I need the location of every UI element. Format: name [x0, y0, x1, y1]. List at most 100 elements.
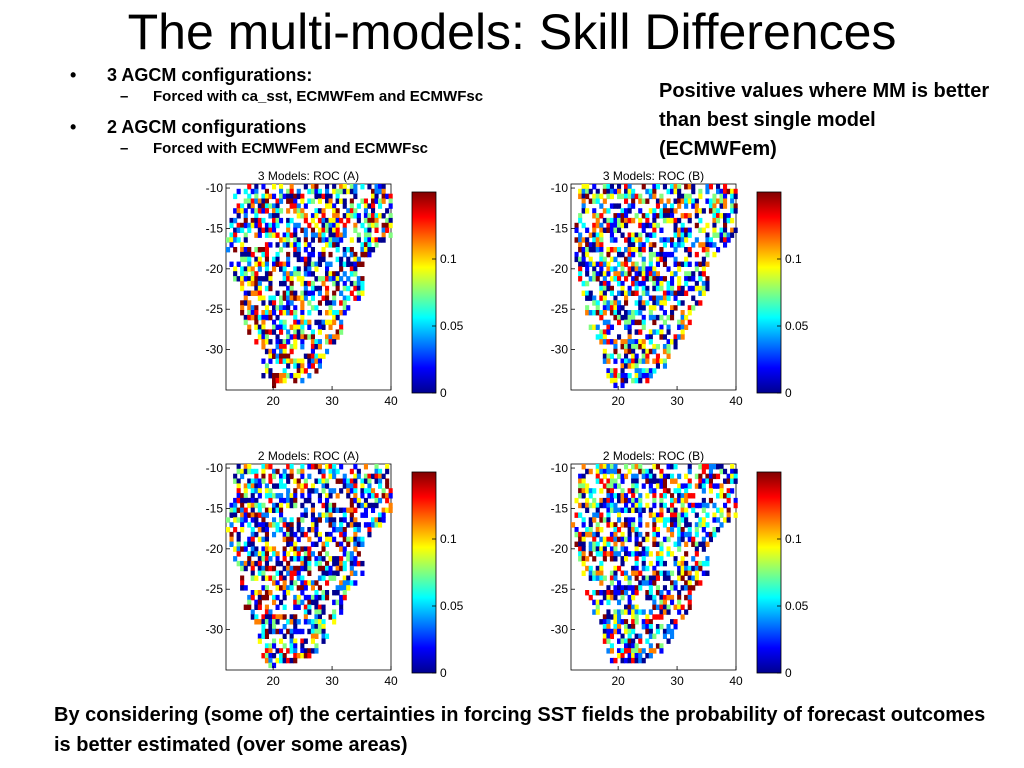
skill-cell: [307, 580, 312, 586]
skill-cell: [317, 609, 322, 615]
skill-cell: [371, 198, 376, 204]
skill-cell: [652, 344, 657, 350]
skill-cell: [648, 373, 653, 379]
skill-cell: [353, 478, 358, 484]
skill-cell: [268, 648, 273, 654]
skill-cell: [641, 290, 646, 296]
skill-cell: [677, 517, 682, 523]
skill-cell: [328, 276, 333, 282]
skill-cell: [282, 276, 287, 282]
skill-cell: [314, 531, 319, 538]
skill-cell: [726, 473, 731, 480]
skill-cell: [332, 203, 337, 209]
skill-cell: [620, 344, 625, 350]
skill-cell: [317, 217, 322, 224]
skill-cell: [634, 290, 639, 296]
skill-cell: [321, 247, 326, 253]
skill-cell: [585, 280, 590, 287]
chart-title: 3 Models: ROC (A): [258, 169, 359, 183]
skill-cell: [332, 188, 337, 195]
skill-cell: [631, 339, 636, 345]
skill-cell: [261, 310, 266, 316]
skill-cell: [332, 222, 337, 229]
skill-cell: [254, 619, 259, 625]
skill-cell: [652, 271, 657, 277]
skill-cell: [293, 565, 298, 572]
skill-cell: [293, 324, 298, 330]
skill-cell: [275, 324, 280, 330]
skill-cell: [240, 271, 245, 277]
skill-cell: [257, 329, 262, 335]
skill-cell: [691, 585, 696, 591]
skill-cell: [328, 339, 333, 345]
skill-cell: [296, 256, 301, 263]
skill-cell: [687, 193, 692, 200]
skill-cell: [694, 208, 699, 214]
skill-cell: [349, 560, 354, 567]
skill-cell: [588, 594, 593, 601]
skill-cell: [673, 184, 678, 190]
skill-cell: [275, 290, 280, 296]
skill-cell: [585, 251, 590, 258]
skill-cell: [257, 594, 262, 601]
skill-cell: [602, 614, 607, 620]
skill-cell: [303, 512, 308, 518]
skill-cell: [617, 614, 622, 620]
skill-cell: [303, 319, 308, 326]
y-tick-label: -25: [206, 302, 224, 316]
skill-cell: [289, 614, 294, 620]
skill-cell: [631, 344, 636, 350]
skill-cell: [317, 556, 322, 562]
skill-cell: [289, 276, 294, 282]
skill-cell: [673, 271, 678, 277]
skill-cell: [705, 556, 710, 562]
skill-cell: [346, 478, 351, 484]
skill-cell: [300, 483, 305, 489]
skill-cell: [381, 237, 386, 243]
skill-cell: [712, 512, 717, 518]
skill-cell: [620, 290, 625, 296]
skill-cell: [634, 280, 639, 287]
skill-cell: [381, 232, 386, 238]
skill-cell: [300, 502, 305, 509]
skill-cell: [289, 546, 294, 552]
skill-cell: [716, 188, 721, 195]
skill-cell: [638, 339, 643, 345]
skill-cell: [240, 468, 245, 475]
skill-cell: [634, 657, 639, 664]
skill-cell: [307, 261, 312, 267]
skill-cell: [602, 329, 607, 335]
skill-cell: [662, 295, 667, 301]
skill-cell: [268, 339, 273, 345]
skill-cell: [723, 478, 728, 484]
skill-cell: [712, 242, 717, 248]
skill-cell: [634, 497, 639, 504]
skill-cell: [254, 502, 259, 509]
skill-cell: [293, 208, 298, 214]
skill-cell: [595, 551, 600, 557]
skill-cell: [254, 276, 259, 282]
skill-cell: [613, 522, 618, 528]
skill-cell: [578, 536, 583, 543]
skill-cell: [261, 570, 266, 576]
skill-cell: [342, 575, 347, 581]
skill-cell: [662, 536, 667, 543]
skill-cell: [272, 473, 277, 480]
skill-cell: [652, 251, 657, 258]
skill-cell: [730, 188, 735, 195]
skill-cell: [574, 256, 579, 263]
skill-cell: [723, 232, 728, 238]
skill-cell: [236, 208, 241, 214]
skill-cell: [247, 280, 252, 287]
skill-cell: [652, 512, 657, 518]
skill-cell: [585, 188, 590, 195]
skill-cell: [652, 493, 657, 499]
skill-cell: [617, 580, 622, 586]
skill-cell: [286, 536, 291, 543]
skill-cell: [282, 590, 287, 596]
skill-cell: [321, 483, 326, 489]
skill-cell: [282, 280, 287, 287]
skill-cell: [307, 536, 312, 543]
skill-cell: [349, 247, 354, 253]
skill-cell: [307, 353, 312, 359]
